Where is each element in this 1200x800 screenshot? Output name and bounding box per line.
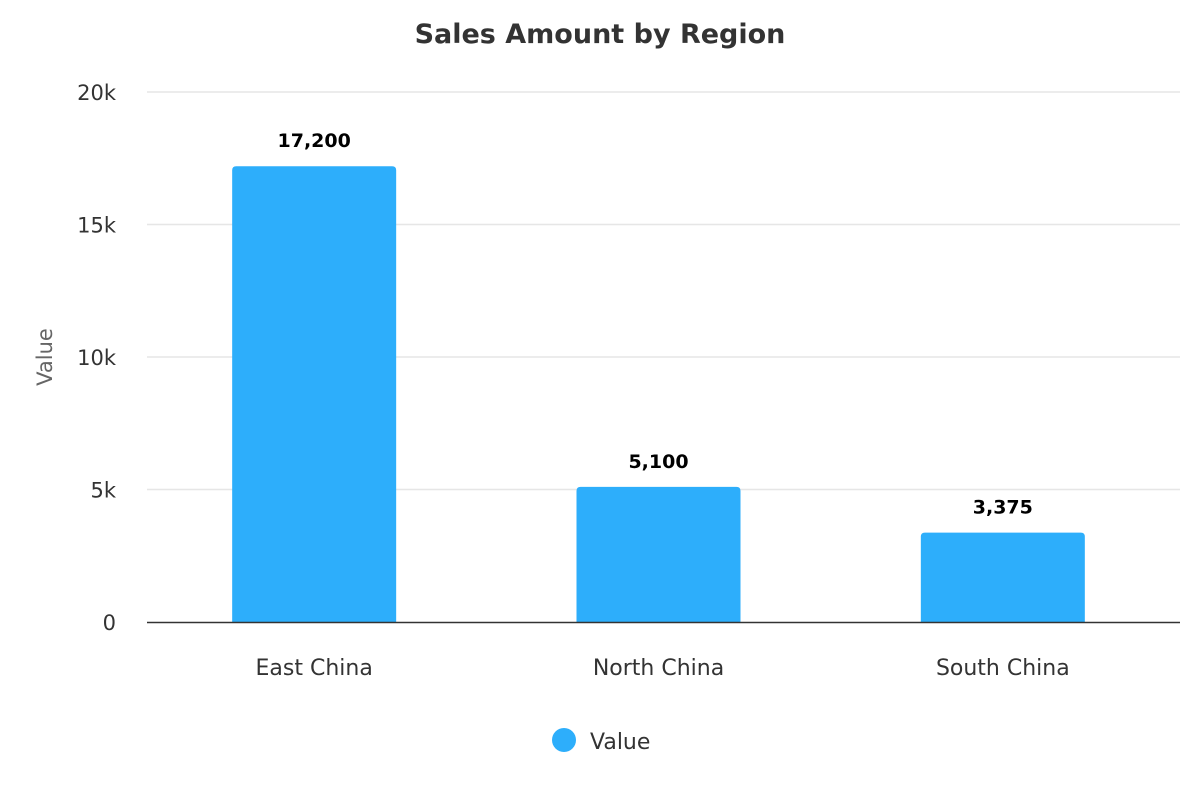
legend-label: Value	[590, 730, 650, 755]
data-label: 5,100	[628, 451, 688, 473]
legend-marker	[552, 728, 576, 752]
chart-title: Sales Amount by Region	[415, 19, 786, 50]
x-tick-label: East China	[256, 656, 373, 681]
bar[interactable]	[576, 486, 741, 622]
bar[interactable]	[232, 166, 397, 622]
x-tick-label: North China	[593, 656, 724, 681]
x-tick-label: South China	[936, 656, 1070, 681]
y-axis-label: Value	[33, 328, 57, 386]
legend[interactable]: Value	[552, 728, 650, 755]
data-label: 3,375	[973, 497, 1033, 519]
y-tick-label: 0	[103, 611, 116, 635]
data-label: 17,200	[278, 130, 351, 152]
y-tick-label: 10k	[77, 346, 117, 370]
y-tick-label: 20k	[77, 81, 117, 105]
bar[interactable]	[920, 532, 1085, 622]
y-tick-label: 5k	[90, 479, 116, 503]
y-tick-label: 15k	[77, 214, 117, 238]
